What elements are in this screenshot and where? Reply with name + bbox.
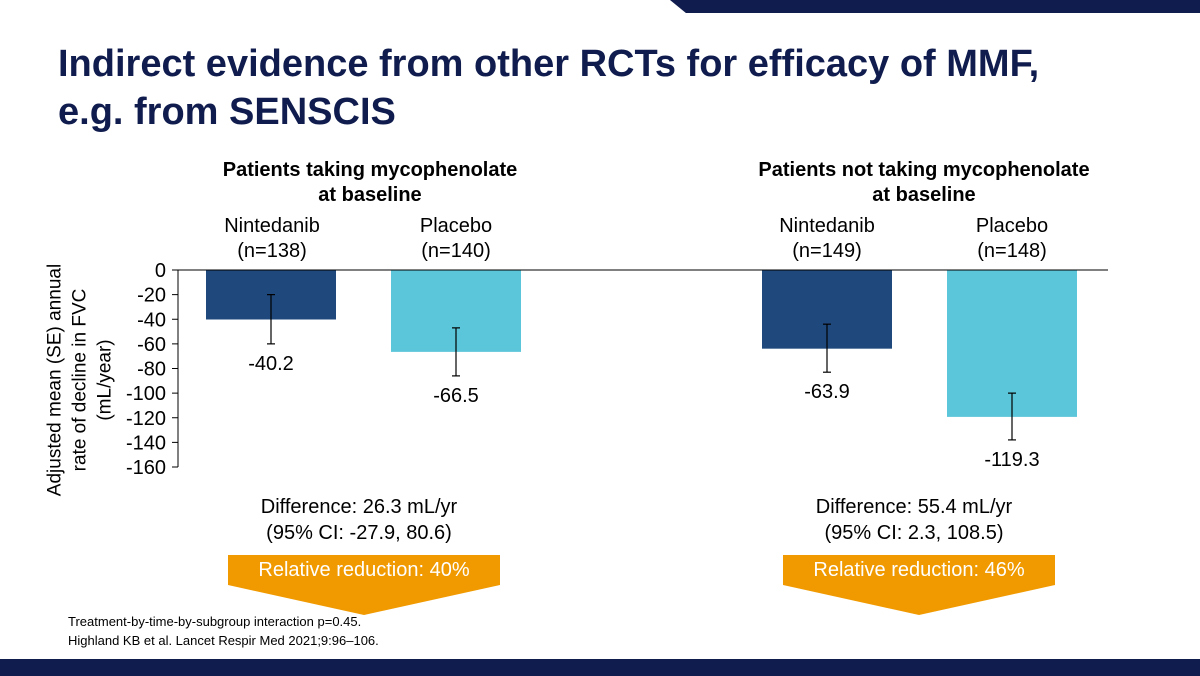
y-tick-label: -140 bbox=[126, 432, 166, 454]
footnote: Treatment-by-time-by-subgroup interactio… bbox=[68, 612, 379, 650]
slide-title-line-2: e.g. from SENSCIS bbox=[58, 91, 396, 133]
sample-size: (n=138) bbox=[237, 240, 307, 262]
group-2-placebo-label: Placebo (n=148) bbox=[922, 214, 1102, 264]
difference-value: Difference: 26.3 mL/yr bbox=[260, 496, 458, 518]
sample-size: (n=148) bbox=[977, 240, 1047, 262]
group-1-title: Patients taking mycophenolate at baselin… bbox=[160, 158, 580, 208]
y-tick-label: -100 bbox=[126, 383, 166, 405]
group-2-title-line-2: at baseline bbox=[872, 184, 976, 206]
group-1-title-line-2: at baseline bbox=[318, 184, 422, 206]
sample-size: (n=140) bbox=[421, 240, 491, 262]
bar-placebo-group-2 bbox=[947, 270, 1077, 417]
group-2-title: Patients not taking mycophenolate at bas… bbox=[714, 158, 1134, 208]
footnote-line-1: Treatment-by-time-by-subgroup interactio… bbox=[68, 614, 362, 629]
group-1-placebo-label: Placebo (n=140) bbox=[366, 214, 546, 264]
relative-reduction-text: Relative reduction: 46% bbox=[813, 559, 1025, 581]
y-tick-label: -20 bbox=[137, 285, 166, 307]
y-tick-label: 0 bbox=[155, 260, 166, 282]
group-2-title-line-1: Patients not taking mycophenolate bbox=[758, 159, 1090, 181]
slide-title-line-1: Indirect evidence from other RCTs for ef… bbox=[58, 43, 1040, 85]
series-name: Nintedanib bbox=[779, 215, 875, 237]
series-name: Placebo bbox=[975, 215, 1049, 237]
slide-title: Indirect evidence from other RCTs for ef… bbox=[58, 40, 1158, 136]
top-accent-bar bbox=[670, 0, 1200, 13]
group-1-difference: Difference: 26.3 mL/yr (95% CI: -27.9, 8… bbox=[149, 494, 569, 546]
series-name: Placebo bbox=[419, 215, 493, 237]
data-label: -63.9 bbox=[804, 381, 850, 403]
group-2-nintedanib-label: Nintedanib (n=149) bbox=[737, 214, 917, 264]
y-tick-label: -40 bbox=[137, 309, 166, 331]
sample-size: (n=149) bbox=[792, 240, 862, 262]
y-tick-label: -80 bbox=[137, 359, 166, 381]
difference-value: Difference: 55.4 mL/yr bbox=[815, 496, 1013, 518]
y-tick-label: -160 bbox=[126, 457, 166, 479]
group-1-title-line-1: Patients taking mycophenolate bbox=[222, 159, 518, 181]
y-tick-label: -120 bbox=[126, 408, 166, 430]
relative-reduction-text: Relative reduction: 40% bbox=[258, 559, 470, 581]
data-label: -119.3 bbox=[984, 449, 1039, 471]
y-tick-label: -60 bbox=[137, 334, 166, 356]
group-1-nintedanib-label: Nintedanib (n=138) bbox=[182, 214, 362, 264]
bottom-accent-bar bbox=[0, 659, 1200, 676]
group-2-difference: Difference: 55.4 mL/yr (95% CI: 2.3, 108… bbox=[704, 494, 1124, 546]
confidence-interval: (95% CI: 2.3, 108.5) bbox=[824, 522, 1004, 544]
data-label: -40.2 bbox=[248, 353, 294, 375]
confidence-interval: (95% CI: -27.9, 80.6) bbox=[266, 522, 452, 544]
footnote-line-2: Highland KB et al. Lancet Respir Med 202… bbox=[68, 633, 379, 648]
data-label: -66.5 bbox=[433, 385, 479, 407]
series-name: Nintedanib bbox=[224, 215, 320, 237]
